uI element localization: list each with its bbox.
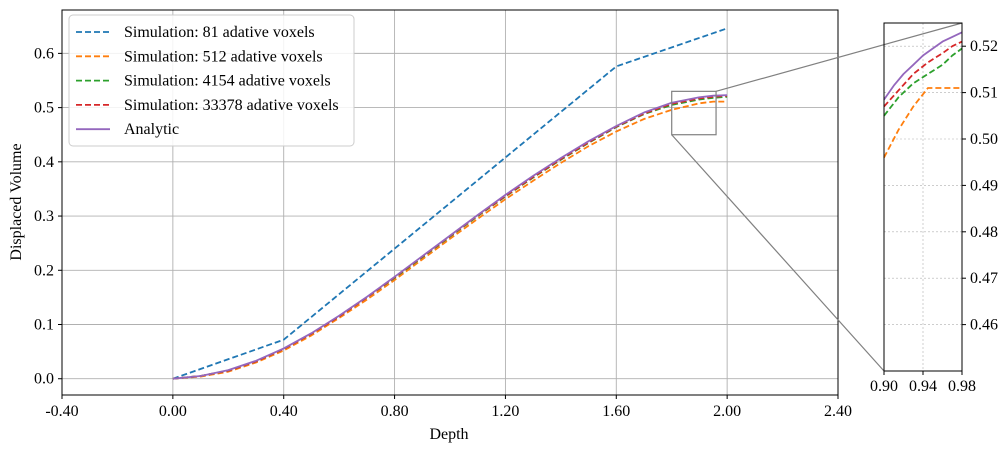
- y-axis-title: Displaced Volume: [8, 143, 25, 260]
- legend-label-simulation-33378-adative-voxels: Simulation: 33378 adative voxels: [124, 97, 339, 114]
- y-tick-label: 0.4: [34, 154, 54, 171]
- legend-label-simulation-4154-adative-voxels: Simulation: 4154 adative voxels: [124, 73, 331, 90]
- zoom-region-box: [671, 90, 717, 136]
- inset-y-tick-label: 0.52: [970, 38, 998, 55]
- x-tick-label: 1.60: [602, 403, 630, 420]
- x-tick-label: 0.00: [159, 403, 187, 420]
- series-line-simulation-512-adative-voxels: [172, 100, 728, 380]
- y-tick-label: 0.3: [34, 208, 54, 225]
- inset-series-lines: [883, 31, 963, 159]
- inset-y-tick-label: 0.49: [970, 177, 998, 194]
- inset-x-tick-label: 0.98: [948, 378, 976, 395]
- zoom-connector-top: [715, 22, 963, 92]
- main-plot-frame: [61, 9, 839, 396]
- x-tick-label: 2.40: [824, 403, 852, 420]
- series-line-analytic: [172, 94, 728, 380]
- inset-series-line-analytic: [883, 31, 963, 101]
- inset-y-tick-label: 0.51: [970, 85, 998, 102]
- series-line-simulation-81-adative-voxels: [172, 27, 728, 380]
- y-tick-label: 0.2: [34, 262, 54, 279]
- y-tick-label: 0.6: [34, 45, 54, 62]
- x-tick-label: 0.80: [381, 403, 409, 420]
- legend-label-simulation-81-adative-voxels: Simulation: 81 adative voxels: [124, 24, 315, 41]
- legend: Simulation: 81 adative voxels Simulation:…: [68, 14, 355, 147]
- x-tick-label: 2.00: [713, 403, 741, 420]
- inset-x-tick-label: 0.94: [909, 378, 937, 395]
- y-tick-label: 0.5: [34, 100, 54, 117]
- main-axis-ticks: -0.40 0.00 0.40 0.80 1.20 1.60 2.00 2.40 0.0 0.1 0…: [34, 45, 852, 420]
- inset-series-line-simulation-4154-adative-voxels: [883, 47, 963, 117]
- x-axis-title: Depth: [429, 426, 468, 443]
- inset-y-tick-label: 0.47: [970, 270, 998, 287]
- legend-label-analytic: Analytic: [124, 121, 179, 138]
- legend-frame: [68, 14, 355, 147]
- inset-axis-ticks: 0.90 0.94 0.98 0.46 0.47 0.48 0.49 0.50 0.51 0.52: [870, 38, 998, 395]
- inset-y-tick-label: 0.48: [970, 224, 998, 241]
- y-tick-label: 0.1: [34, 317, 54, 334]
- zoom-connector-bottom: [671, 134, 885, 372]
- y-tick-label: 0.0: [34, 371, 54, 388]
- x-tick-label: 1.20: [491, 403, 519, 420]
- legend-label-simulation-512-adative-voxels: Simulation: 512 adative voxels: [124, 48, 323, 65]
- zoom-indicator: [671, 22, 963, 372]
- inset-series-line-simulation-512-adative-voxels: [883, 87, 962, 159]
- inset-y-tick-label: 0.46: [970, 317, 998, 334]
- inset-series-line-simulation-33378-adative-voxels: [883, 40, 963, 108]
- inset-y-tick-label: 0.50: [970, 131, 998, 148]
- x-tick-label: 0.40: [270, 403, 298, 420]
- main-series-lines: [172, 27, 728, 380]
- inset-x-tick-label: 0.90: [870, 378, 898, 395]
- x-tick-label: -0.40: [45, 403, 78, 420]
- inset-gridlines: [883, 23, 963, 371]
- main-gridlines: [61, 10, 839, 395]
